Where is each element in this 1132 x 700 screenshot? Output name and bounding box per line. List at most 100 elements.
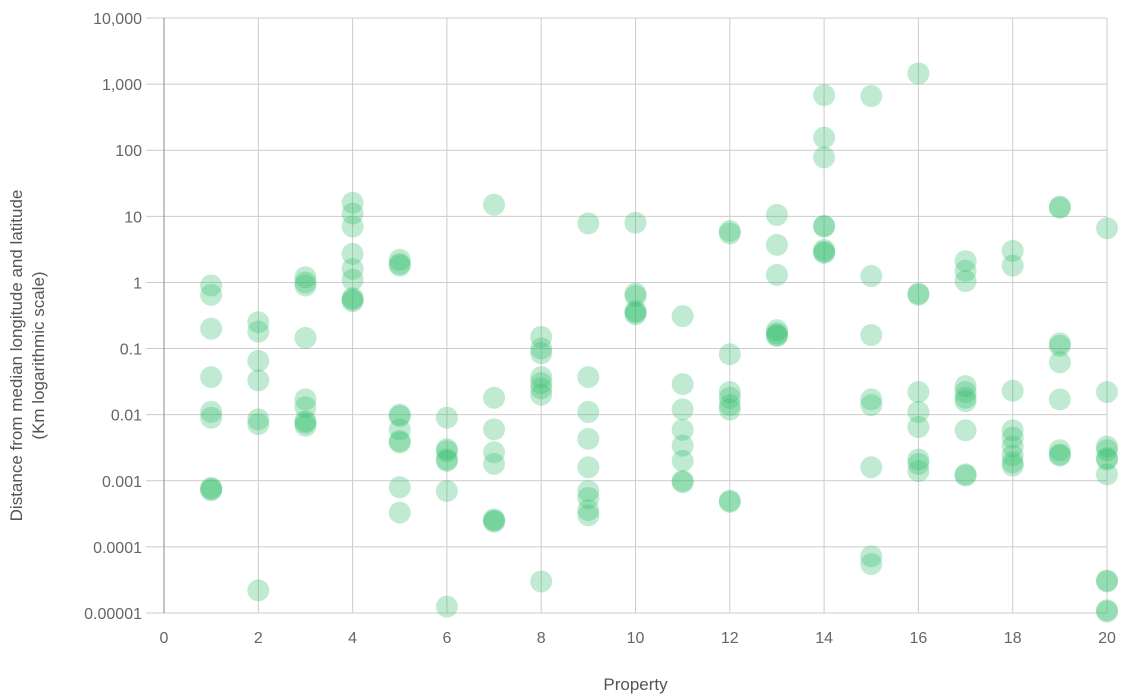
data-point [907, 283, 930, 306]
data-point [247, 311, 270, 334]
data-point [388, 403, 411, 426]
data-point [765, 324, 788, 347]
data-point [718, 490, 741, 513]
y-axis-title-line-2: (Km logarithmic scale) [29, 271, 48, 439]
data-point [341, 191, 364, 214]
data-point [671, 373, 694, 396]
data-point [294, 414, 317, 437]
data-point [1048, 439, 1071, 462]
data-point [1096, 439, 1118, 462]
data-point [1048, 443, 1071, 466]
data-point [530, 372, 553, 395]
data-point [1096, 381, 1118, 404]
data-point [1048, 444, 1071, 467]
data-point [435, 438, 458, 461]
grid-lines [146, 17, 1108, 614]
data-point [388, 429, 411, 452]
data-point [765, 324, 788, 347]
data-point [624, 285, 647, 308]
data-point [435, 595, 458, 618]
data-point [200, 478, 223, 501]
data-point [435, 480, 458, 503]
y-tick-label: 0.0001 [93, 540, 142, 557]
data-point [954, 381, 977, 404]
data-point [388, 253, 411, 276]
data-point [765, 263, 788, 286]
data-point [765, 233, 788, 256]
data-point [671, 471, 694, 494]
data-point [718, 398, 741, 421]
data-point [1096, 448, 1118, 471]
data-point [341, 215, 364, 238]
data-point [1096, 217, 1118, 240]
data-point [247, 369, 270, 392]
data-point [1096, 435, 1118, 458]
data-point [294, 266, 317, 289]
data-point [294, 410, 317, 433]
data-point [483, 509, 506, 532]
data-point [577, 427, 600, 450]
y-tick-label: 0.1 [120, 342, 142, 359]
data-point [860, 388, 883, 411]
data-point [718, 381, 741, 404]
x-tick-label: 12 [721, 630, 739, 647]
data-point [388, 418, 411, 441]
data-point [1001, 451, 1024, 474]
data-point [718, 220, 741, 242]
data-point [1048, 388, 1071, 411]
data-point [483, 508, 506, 531]
data-point [435, 406, 458, 429]
data-point [907, 452, 930, 475]
data-point [907, 282, 930, 305]
data-point [1048, 196, 1071, 219]
data-point [341, 268, 364, 291]
y-tick-label: 1 [133, 275, 142, 292]
data-point [388, 248, 411, 271]
data-point [577, 504, 600, 527]
data-point [530, 383, 553, 406]
y-tick-label: 0.00001 [84, 606, 142, 623]
data-point [813, 84, 836, 107]
data-point [813, 241, 836, 264]
data-point [577, 480, 600, 503]
data-point [907, 400, 930, 423]
data-point [483, 452, 506, 475]
data-point [860, 394, 883, 417]
data-point [577, 366, 600, 389]
data-points [200, 62, 1118, 623]
data-point [718, 489, 741, 512]
data-point [341, 288, 364, 311]
data-point [813, 146, 836, 169]
data-point [1001, 239, 1024, 262]
data-point [530, 570, 553, 593]
data-point [530, 325, 553, 348]
data-point [294, 274, 317, 297]
data-point [247, 408, 270, 431]
data-point [624, 299, 647, 322]
data-point [341, 202, 364, 225]
data-point [530, 342, 553, 365]
data-point [718, 386, 741, 409]
y-tick-label: 1,000 [102, 77, 142, 94]
x-tick-label: 2 [254, 630, 263, 647]
data-point [954, 250, 977, 273]
data-point [1096, 599, 1118, 622]
data-point [1001, 444, 1024, 467]
x-tick-label: 8 [537, 630, 546, 647]
data-point [1048, 195, 1071, 218]
data-point [765, 322, 788, 345]
data-point [1001, 254, 1024, 277]
y-axis-title-line-1: Distance from median longitude and latit… [7, 190, 26, 522]
data-point [765, 203, 788, 226]
data-point [1096, 570, 1118, 593]
data-point [435, 449, 458, 472]
data-point [907, 416, 930, 439]
data-point [954, 419, 977, 442]
data-point [388, 405, 411, 428]
data-point [294, 411, 317, 434]
data-point [435, 448, 458, 471]
data-point [813, 215, 836, 238]
data-point [200, 366, 223, 389]
